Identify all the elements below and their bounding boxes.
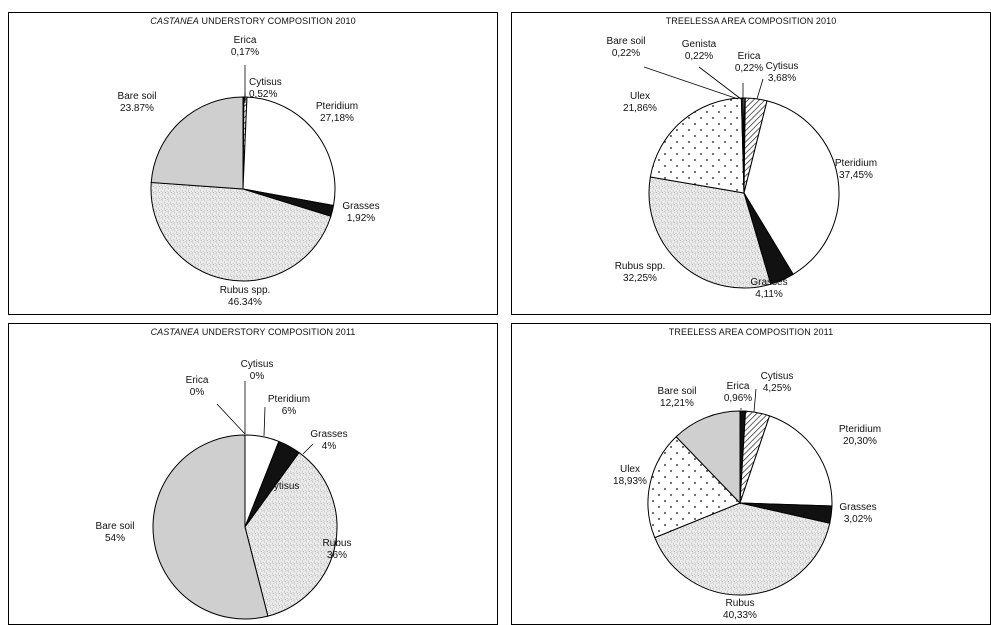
leader-line xyxy=(698,66,742,100)
slice-name-label: Pteridium xyxy=(316,101,358,112)
chart-panel-castanea-2010: CASTANEA UNDERSTORY COMPOSITION 2010 Eri… xyxy=(8,12,498,315)
slice-value-label: 37,45% xyxy=(839,170,873,181)
slice-name-label: Grasses xyxy=(839,502,876,513)
slice-name-label: Pteridium xyxy=(839,424,881,435)
slice-value-label: 0,22% xyxy=(735,63,763,74)
pie-slice-bare-soil xyxy=(150,96,244,190)
chart-title-italic: CASTANEA xyxy=(150,16,199,26)
slice-name-label: Ulex xyxy=(630,91,650,102)
slice-name-label: Erica xyxy=(727,381,750,392)
slice-name-label: Rubus xyxy=(323,538,352,549)
slice-name-label: Grasses xyxy=(750,277,787,288)
pie-slices xyxy=(150,96,336,282)
leader-line xyxy=(753,388,757,413)
chart-title: TREELESS AREA COMPOSITION 2011 xyxy=(512,327,990,337)
pie-slice-rubus-spp xyxy=(648,176,772,289)
slice-name-label: Genista xyxy=(682,39,717,50)
slice-name-label: Cytisus xyxy=(241,359,274,370)
chart-title-rest: TREELESSA AREA COMPOSITION 2010 xyxy=(665,16,837,26)
slice-value-label: 1,92% xyxy=(347,213,375,224)
chart-panel-treeless-2011: TREELESS AREA COMPOSITION 2011 Erica 0,96… xyxy=(511,323,991,625)
leader-line xyxy=(756,78,764,100)
slice-value-label: 54% xyxy=(105,533,125,544)
pie-slice-ulex xyxy=(649,97,745,194)
pie-slice-ulex xyxy=(647,436,741,539)
slice-value-label: 3,02% xyxy=(844,514,872,525)
slice-value-label: 23.87% xyxy=(120,103,154,114)
slice-value-label: 46.34% xyxy=(228,297,262,308)
slice-name-label: Bare soil xyxy=(607,36,646,47)
slice-value-label: 4% xyxy=(322,441,337,452)
pie-slice-pteridium xyxy=(743,100,840,275)
chart-panel-castanea-2011: CASTANEA UNDERSTORY COMPOSITION 2011 Cyt… xyxy=(8,323,498,625)
pie-slice-rubus xyxy=(244,451,338,617)
pie-slice-bare-soil xyxy=(152,434,269,620)
slice-name-label: Cytisus xyxy=(766,61,799,72)
slice-value-label: 12,21% xyxy=(660,398,694,409)
slice-value-label: 4,25% xyxy=(763,383,791,394)
slice-value-label: 0,22% xyxy=(685,51,713,62)
slice-name-label: Grasses xyxy=(310,429,347,440)
slice-value-label: 40,33% xyxy=(723,610,757,621)
pie-chart-svg: Cytisus0%Pteridium6%Grasses4%Rubus36%Bar… xyxy=(96,359,352,620)
chart-title: TREELESSA AREA COMPOSITION 2010 xyxy=(512,16,990,26)
slice-value-label: 0% xyxy=(190,387,205,398)
slice-name-label: Bare soil xyxy=(658,386,697,397)
chart-title: CASTANEA UNDERSTORY COMPOSITION 2011 xyxy=(9,327,497,337)
slice-value-label: 0,96% xyxy=(724,393,752,404)
slice-value-label: 4,11% xyxy=(755,289,783,300)
slice-name-label: Rubus spp. xyxy=(220,285,271,296)
leader-line xyxy=(643,66,739,100)
chart-title-rest: UNDERSTORY COMPOSITION 2010 xyxy=(198,16,356,26)
pie-slices xyxy=(647,410,833,596)
slice-name-label: Bare soil xyxy=(96,521,135,532)
slice-value-label: 0% xyxy=(250,371,265,382)
slice-value-label: 6% xyxy=(282,406,297,417)
slice-name-label: Rubus spp. xyxy=(615,261,666,272)
slice-value-label: 36% xyxy=(327,550,347,561)
slice-name-label: Erica xyxy=(738,51,761,62)
slice-value-label: 32,25% xyxy=(623,273,657,284)
stray-label: Cytisus xyxy=(267,481,300,492)
slice-value-label: 0,17% xyxy=(231,47,259,58)
chart-panel-treeless-2010: TREELESSA AREA COMPOSITION 2010 Erica 0,2… xyxy=(511,12,991,315)
chart-title: CASTANEA UNDERSTORY COMPOSITION 2010 xyxy=(9,16,497,26)
leader-line xyxy=(216,403,246,435)
slice-value-label: 27,18% xyxy=(320,113,354,124)
chart-title-italic: CASTANEA xyxy=(150,327,200,337)
slice-name-label: Erica xyxy=(186,375,209,386)
leader-line xyxy=(263,406,266,437)
slice-name-label: Bare soil xyxy=(118,91,157,102)
slice-value-label: 0,52% xyxy=(249,89,277,100)
slice-name-label: Rubus xyxy=(726,598,755,609)
pie-slice-rubus-spp xyxy=(150,181,332,282)
pie-slice-rubus xyxy=(654,502,831,596)
slice-name-label: Erica xyxy=(234,35,257,46)
slice-value-label: 20,30% xyxy=(843,436,877,447)
slice-value-label: 18,93% xyxy=(613,476,647,487)
slice-value-label: 0,22% xyxy=(612,48,640,59)
slice-value-label: 3,68% xyxy=(768,73,796,84)
pie-slice-bare-soil xyxy=(675,410,741,505)
slice-value-label: 21,86% xyxy=(623,103,657,114)
leader-line xyxy=(302,443,314,455)
slice-name-label: Grasses xyxy=(342,201,379,212)
pie-slices xyxy=(648,97,840,289)
chart-title-rest: UNDERSTORY COMPOSITION 2011 xyxy=(199,327,356,337)
slice-name-label: Ulex xyxy=(620,464,640,475)
pie-slice-pteridium xyxy=(739,415,833,507)
pie-slices xyxy=(152,434,338,620)
slice-name-label: Cytisus xyxy=(761,371,794,382)
chart-title-rest: TREELESS AREA COMPOSITION 2011 xyxy=(668,327,834,337)
slice-name-label: Pteridium xyxy=(268,394,310,405)
slice-name-label: Cytisus xyxy=(249,77,282,88)
slice-name-label: Pteridium xyxy=(835,158,877,169)
pie-slice-pteridium xyxy=(242,96,336,207)
